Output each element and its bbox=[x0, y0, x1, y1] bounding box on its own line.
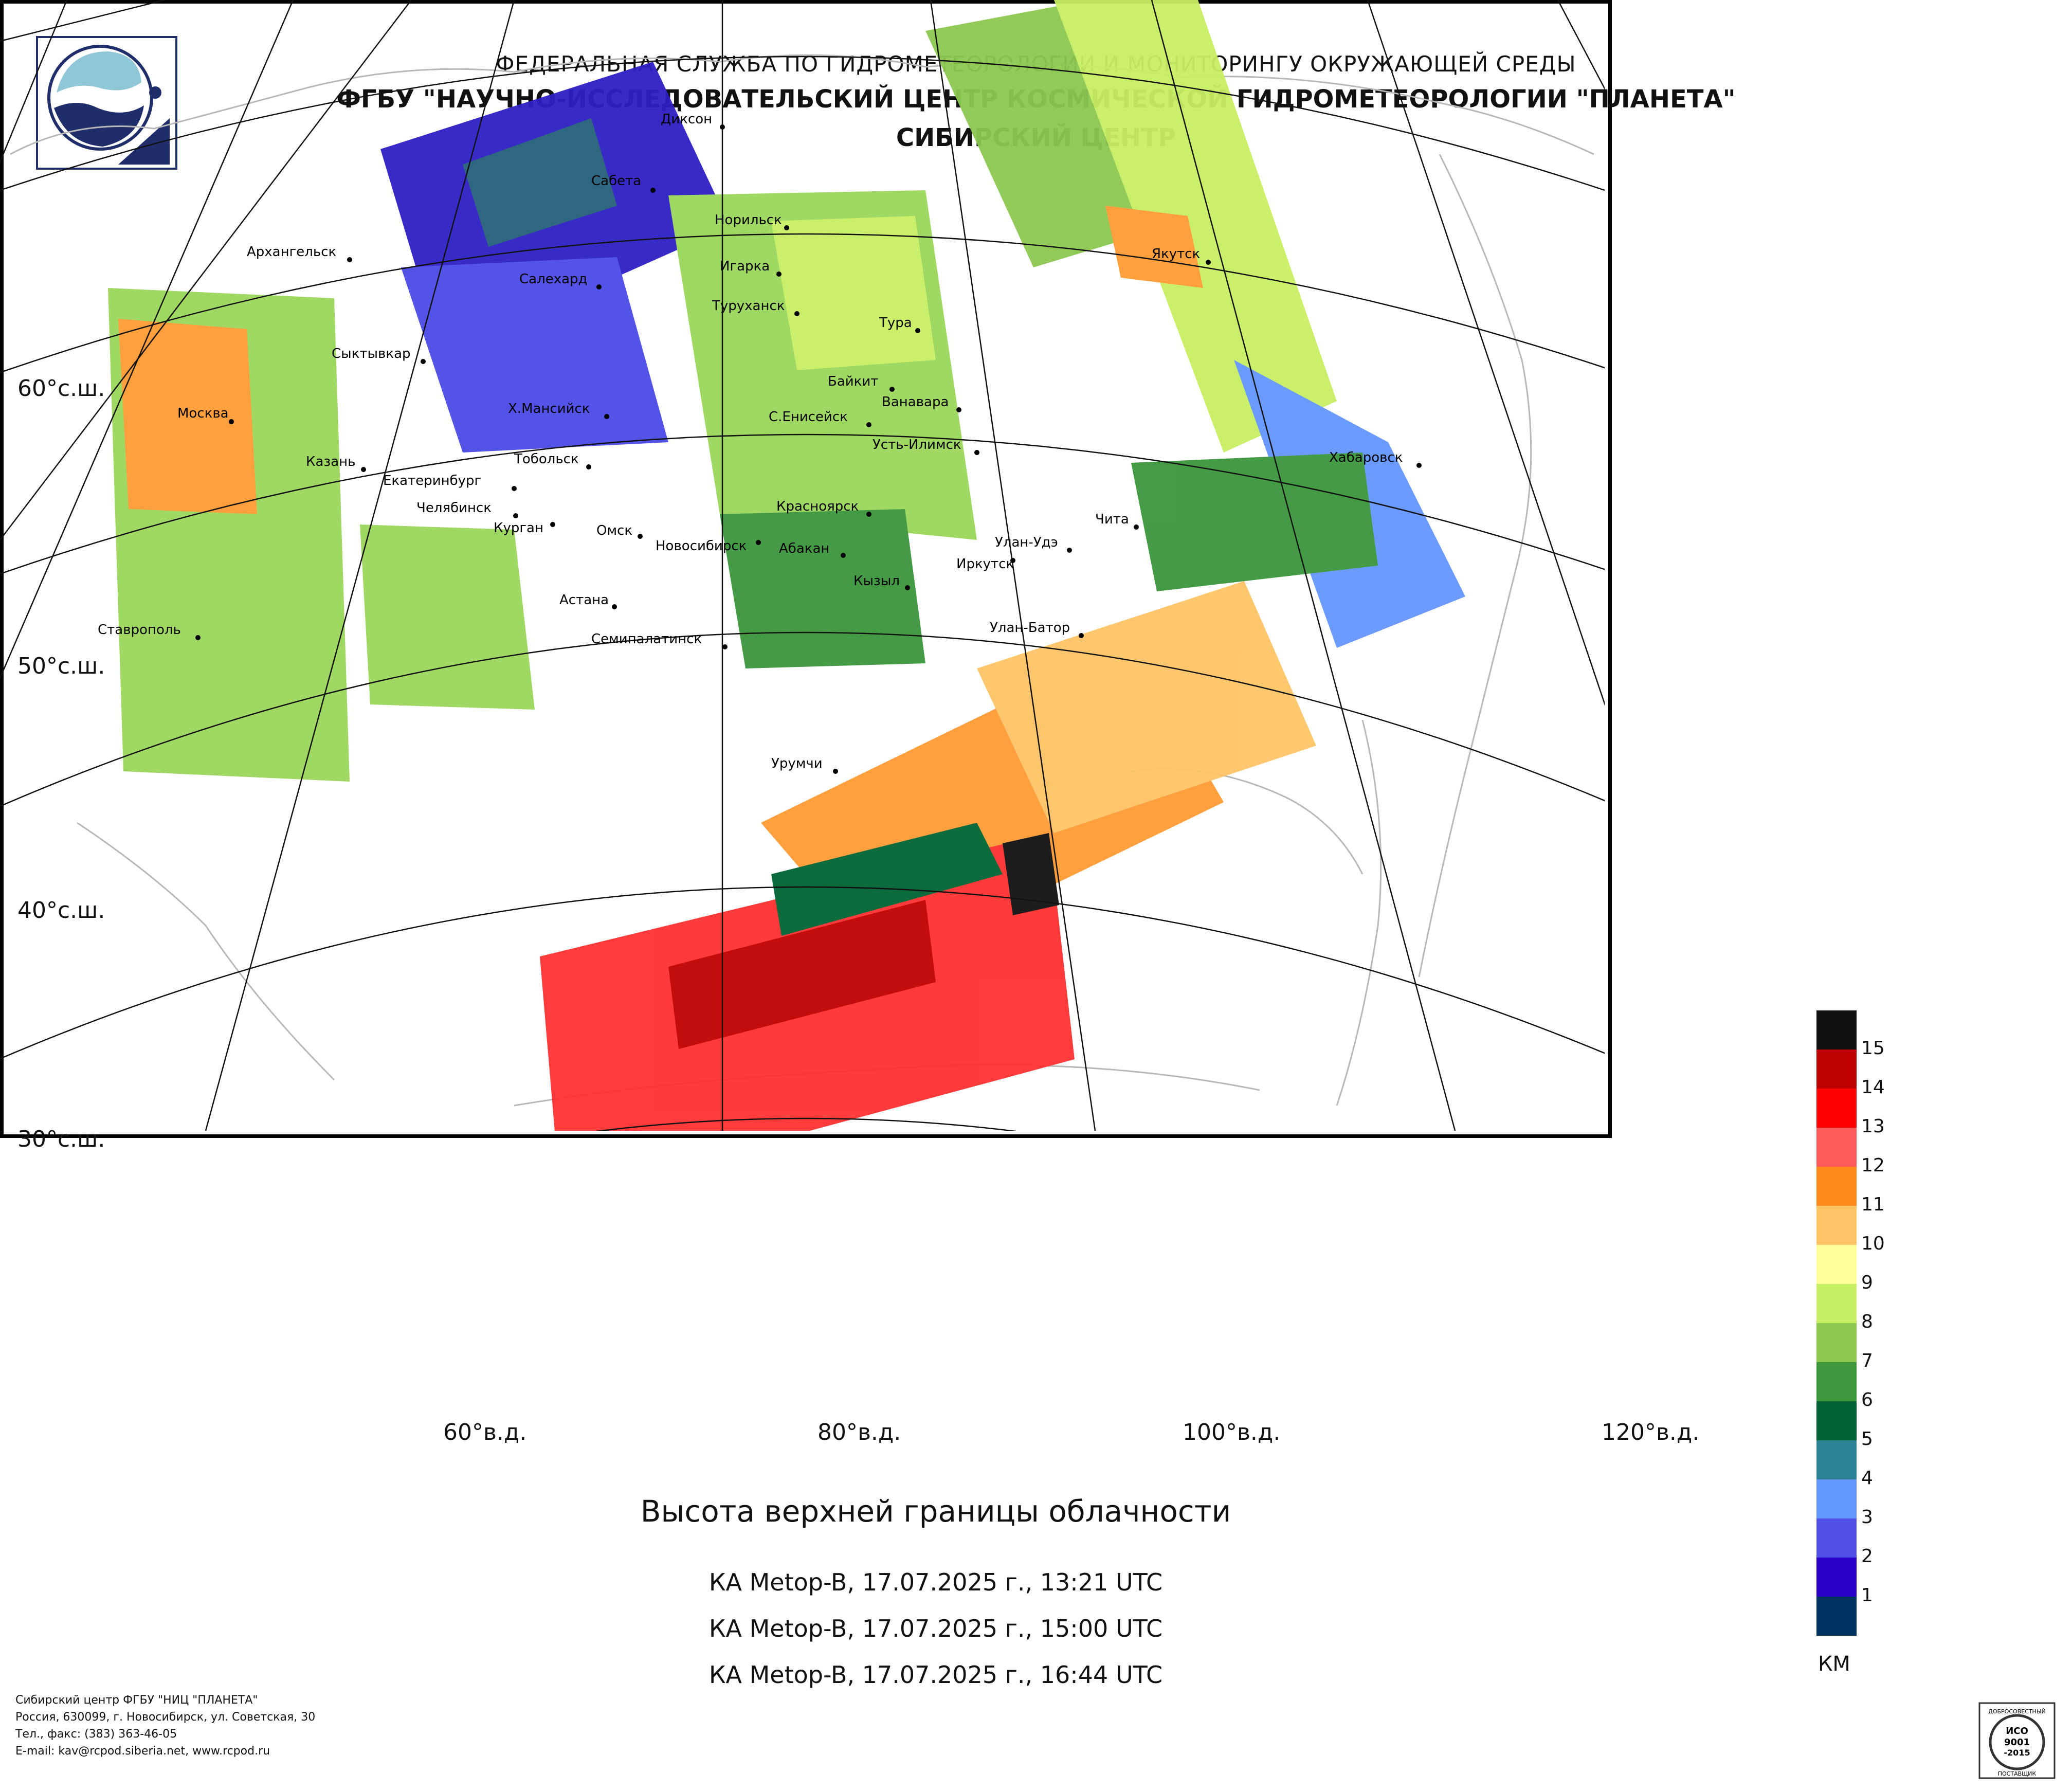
legend-level-label: 7 bbox=[1861, 1350, 1873, 1371]
color-legend bbox=[1816, 1010, 1857, 1636]
legend-level-label: 10 bbox=[1861, 1233, 1885, 1254]
legend-swatch bbox=[1816, 1401, 1857, 1440]
city-norilsk: Норильск bbox=[715, 212, 782, 228]
footer-email: E-mail: kav@rcpod.siberia.net, www.rcpod… bbox=[15, 1745, 270, 1758]
map-canvas: Диксон Сабета Норильск Архангельск Салех… bbox=[0, 0, 1605, 1131]
lon-label-60: 60°в.д. bbox=[443, 1419, 527, 1445]
legend-swatch bbox=[1816, 1050, 1857, 1089]
legend-swatch bbox=[1816, 1206, 1857, 1245]
city-chelyabinsk: Челябинск bbox=[416, 500, 492, 516]
legend-swatch bbox=[1816, 1518, 1857, 1558]
city-novosibirsk: Новосибирск bbox=[656, 538, 747, 554]
legend-level-label: 15 bbox=[1861, 1038, 1885, 1059]
lon-label-120: 120°в.д. bbox=[1602, 1419, 1700, 1445]
city-khabarovsk: Хабаровск bbox=[1329, 450, 1403, 465]
legend-level-label: 8 bbox=[1861, 1311, 1873, 1332]
footer-address: Россия, 630099, г. Новосибирск, ул. Сове… bbox=[15, 1711, 316, 1724]
footer-org: Сибирский центр ФГБУ "НИЦ "ПЛАНЕТА" bbox=[15, 1694, 258, 1707]
city-s-eniseysk: С.Енисейск bbox=[769, 409, 848, 425]
lon-label-100: 100°в.д. bbox=[1183, 1419, 1281, 1445]
lat-label-30: 30°с.ш. bbox=[17, 1126, 105, 1152]
cert-iso: ИСО bbox=[2006, 1726, 2028, 1736]
city-markers: Диксон Сабета Норильск Архангельск Салех… bbox=[98, 112, 1422, 774]
legend-swatch bbox=[1816, 1089, 1857, 1128]
city-irkutsk: Иркутск bbox=[956, 556, 1014, 572]
lat-label-60: 60°с.ш. bbox=[17, 375, 105, 402]
city-ulan-bator: Улан-Батор bbox=[990, 620, 1070, 636]
city-arkhangelsk: Архангельск bbox=[247, 244, 336, 260]
cert-year: -2015 bbox=[2004, 1748, 2030, 1758]
city-abakan: Абакан bbox=[779, 541, 829, 556]
legend-level-label: 6 bbox=[1861, 1389, 1873, 1410]
legend-swatch bbox=[1816, 1010, 1857, 1050]
city-baykit: Байкит bbox=[828, 374, 878, 389]
legend-swatch bbox=[1816, 1440, 1857, 1479]
city-moscow: Москва bbox=[177, 406, 229, 421]
legend-level-label: 5 bbox=[1861, 1428, 1873, 1450]
city-salekhard: Салехард bbox=[519, 272, 588, 287]
city-yakutsk: Якутск bbox=[1152, 246, 1200, 262]
iso-certificate-badge: ДОБРОСОВЕСТНЫЙ ИСО 9001 -2015 ПОСТАВЩИК bbox=[1978, 1702, 2056, 1779]
legend-level-label: 1 bbox=[1861, 1585, 1873, 1606]
legend-swatch bbox=[1816, 1167, 1857, 1206]
city-kyzyl: Кызыл bbox=[853, 573, 900, 589]
legend-level-label: 14 bbox=[1861, 1077, 1885, 1098]
lat-label-50: 50°с.ш. bbox=[17, 653, 105, 679]
city-tura: Тура bbox=[879, 315, 912, 331]
legend-level-label: 13 bbox=[1861, 1116, 1885, 1137]
city-stavropol: Ставрополь bbox=[98, 622, 181, 638]
product-title: Высота верхней границы облачности bbox=[640, 1494, 1231, 1529]
planeta-logo bbox=[36, 36, 177, 170]
legend-level-label: 4 bbox=[1861, 1468, 1873, 1489]
city-krasnoyarsk: Красноярск bbox=[776, 499, 859, 514]
city-astana: Астана bbox=[559, 592, 609, 608]
legend-swatch bbox=[1816, 1323, 1857, 1362]
legend-swatch bbox=[1816, 1479, 1857, 1518]
city-ulan-ude: Улан-Удэ bbox=[995, 535, 1058, 550]
city-kurgan: Курган bbox=[494, 520, 543, 536]
city-vanavara: Ванавара bbox=[882, 394, 949, 410]
city-tobolsk: Тобольск bbox=[514, 451, 579, 467]
legend-level-label: 12 bbox=[1861, 1155, 1885, 1176]
legend-swatch bbox=[1816, 1284, 1857, 1323]
legend-unit: КМ bbox=[1818, 1652, 1850, 1676]
legend-level-label: 11 bbox=[1861, 1194, 1885, 1215]
pass-1: КА Metop-B, 17.07.2025 г., 13:21 UTC bbox=[708, 1568, 1163, 1596]
legend-level-label: 3 bbox=[1861, 1507, 1873, 1528]
pass-3: КА Metop-B, 17.07.2025 г., 16:44 UTC bbox=[708, 1661, 1163, 1689]
footer-contacts: Сибирский центр ФГБУ "НИЦ "ПЛАНЕТА" Росс… bbox=[15, 1692, 315, 1760]
cert-bottom-text: ПОСТАВЩИК bbox=[1998, 1770, 2037, 1777]
city-syktyvkar: Сыктывкар bbox=[332, 346, 411, 361]
cert-top-text: ДОБРОСОВЕСТНЫЙ bbox=[1988, 1708, 2046, 1715]
city-ekaterinburg: Екатеринбург bbox=[383, 473, 481, 489]
city-kazan: Казань bbox=[306, 454, 355, 469]
legend-swatch bbox=[1816, 1597, 1857, 1636]
lon-label-80: 80°в.д. bbox=[817, 1419, 901, 1445]
city-chita: Чита bbox=[1095, 512, 1129, 527]
city-sabeta: Сабета bbox=[591, 173, 641, 189]
footer-phone: Тел., факс: (383) 363-46-05 bbox=[15, 1728, 177, 1741]
city-ust-ilimsk: Усть-Илимск bbox=[873, 437, 961, 453]
legend-level-label: 9 bbox=[1861, 1272, 1873, 1293]
cloud-top-height-map: Диксон Сабета Норильск Архангельск Салех… bbox=[0, 0, 1612, 1138]
legend-swatch bbox=[1816, 1362, 1857, 1401]
city-dikson: Диксон bbox=[661, 112, 712, 127]
city-turukhansk: Туруханск bbox=[712, 298, 785, 314]
cert-number: 9001 bbox=[2004, 1737, 2030, 1748]
legend-swatch bbox=[1816, 1558, 1857, 1597]
city-igarka: Игарка bbox=[720, 259, 770, 274]
lat-label-40: 40°с.ш. bbox=[17, 897, 105, 924]
pass-2: КА Metop-B, 17.07.2025 г., 15:00 UTC bbox=[708, 1615, 1163, 1642]
legend-level-label: 2 bbox=[1861, 1546, 1873, 1567]
city-urumqi: Урумчи bbox=[771, 756, 823, 771]
legend-swatch bbox=[1816, 1128, 1857, 1167]
city-khmansiysk: Х.Мансийск bbox=[508, 401, 590, 417]
city-omsk: Омск bbox=[596, 523, 632, 538]
city-semipalatinsk: Семипалатинск bbox=[591, 631, 702, 647]
legend-swatch bbox=[1816, 1245, 1857, 1284]
